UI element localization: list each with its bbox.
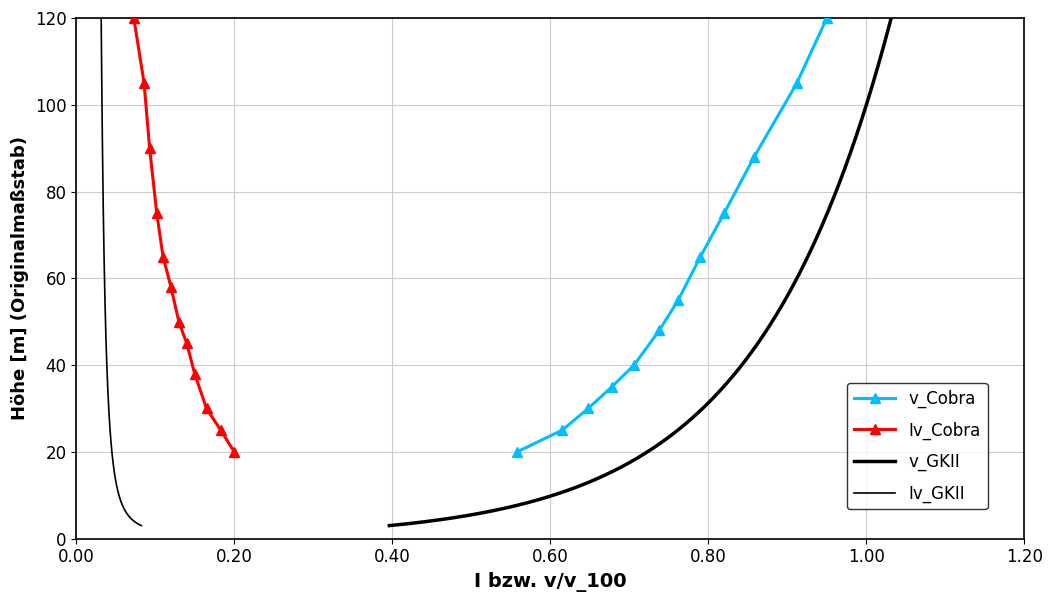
X-axis label: I bzw. v/v_100: I bzw. v/v_100 xyxy=(474,572,626,592)
Y-axis label: Höhe [m] (Originalmaßstab): Höhe [m] (Originalmaßstab) xyxy=(12,136,30,420)
Legend: v_Cobra, Iv_Cobra, v_GKII, Iv_GKII: v_Cobra, Iv_Cobra, v_GKII, Iv_GKII xyxy=(847,383,988,510)
